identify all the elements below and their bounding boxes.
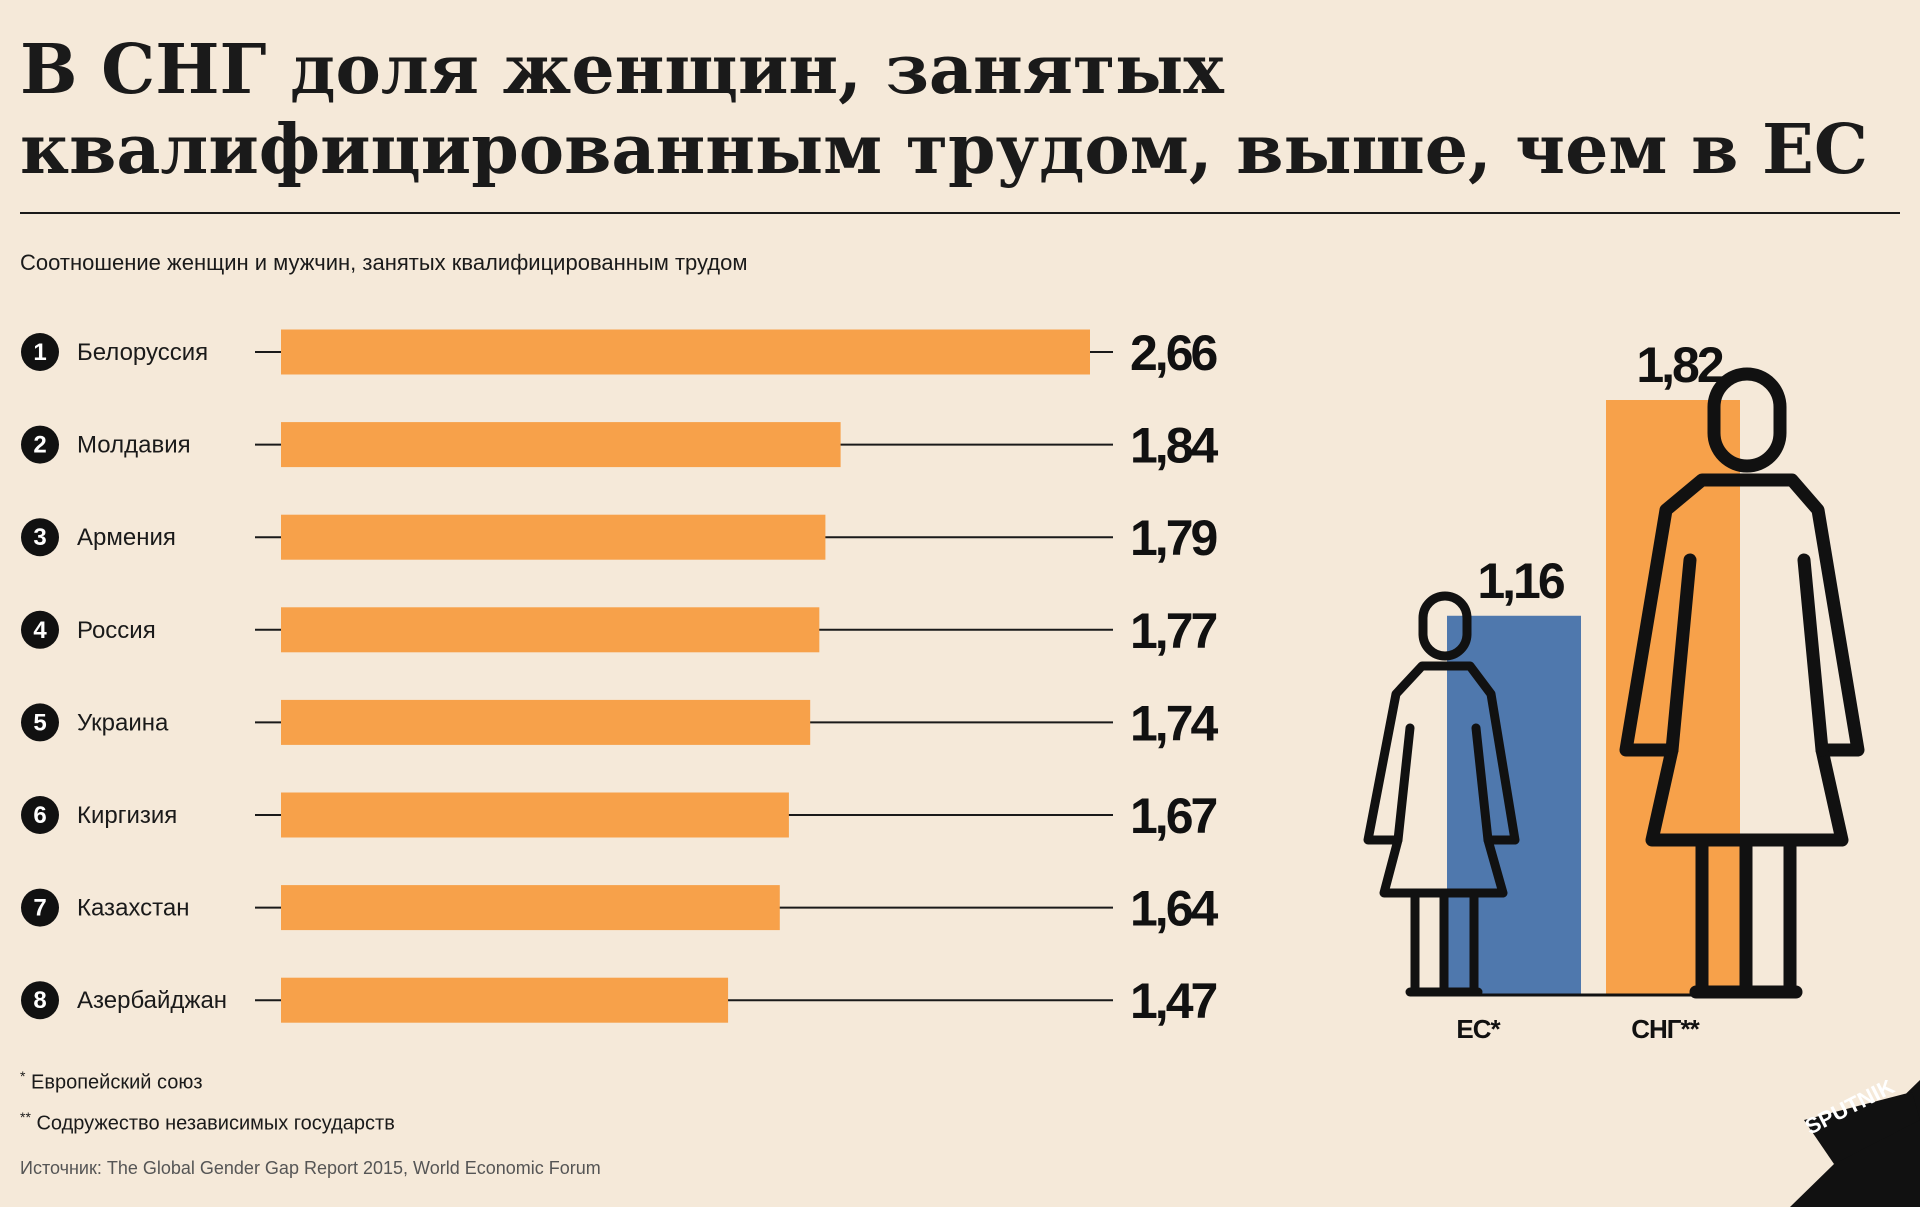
- country-label: Армения: [77, 524, 176, 551]
- footnote-eu: * Европейский союз: [20, 1068, 395, 1095]
- value-label: 1,47: [1130, 973, 1217, 1029]
- bar: [281, 885, 780, 931]
- rank-badge: [21, 981, 59, 1020]
- bar-row: 2 Молдавия 1,84: [21, 418, 1222, 474]
- country-bar-chart: 1 Белоруссия 2,66 2 Молдавия 1,84 3 Армения 1,79…: [21, 325, 1222, 1029]
- source-note: Источник: The Global Gender Gap Report 2…: [20, 1158, 601, 1178]
- title-line-1: В СНГ доля женщин, занятых: [20, 30, 1224, 110]
- rank-number: 1: [33, 339, 46, 366]
- title-line-2: квалифицированным трудом, выше, чем в ЕС: [20, 110, 1868, 190]
- rank-number: 2: [33, 432, 46, 459]
- rank-badge: [21, 888, 59, 927]
- footnote-text: Европейский союз: [31, 1071, 203, 1094]
- rank-badge: [21, 703, 59, 742]
- value-label: 1,74: [1130, 695, 1219, 751]
- value-label: 1,67: [1130, 788, 1217, 844]
- value-label: 1,64: [1130, 881, 1219, 937]
- value-label: 1,79: [1130, 510, 1217, 566]
- footnote-text: Содружество независимых государств: [36, 1112, 395, 1135]
- comparison-bar-chart: 1,16 ЕС* 1,82 СНГ**: [1412, 337, 1790, 1044]
- bar-row: 6 Киргизия 1,67: [21, 788, 1220, 844]
- page-title: В СНГ доля женщин, занятых квалифицирова…: [20, 30, 1880, 190]
- country-label: Казахстан: [77, 895, 189, 922]
- bar: [281, 422, 841, 468]
- country-label: Белоруссия: [77, 339, 208, 366]
- bar-row: 3 Армения 1,79: [21, 510, 1220, 566]
- footnote-cis: ** Содружество независимых государств: [20, 1109, 395, 1136]
- rank-badge: [21, 796, 59, 834]
- bar: [281, 607, 820, 653]
- bar-row: 4 Россия 1,77: [21, 603, 1220, 659]
- woman-small-icon: [1363, 591, 1520, 997]
- footnote-mark: *: [20, 1068, 26, 1084]
- value-label: 1,77: [1130, 603, 1217, 659]
- bar: [281, 699, 811, 745]
- rank-number: 7: [33, 895, 46, 922]
- country-label: Украина: [77, 709, 169, 736]
- bar-row: 1 Белоруссия 2,66: [21, 325, 1220, 381]
- bar-row: 5 Украина 1,74: [21, 695, 1222, 751]
- rank-badge: [21, 518, 59, 557]
- country-label: Молдавия: [77, 432, 191, 459]
- comparison-category-label: СНГ**: [1631, 1014, 1700, 1044]
- rank-badge: [21, 425, 59, 464]
- comparison-value-label: 1,82: [1636, 337, 1723, 393]
- woman-large-icon: [1619, 367, 1865, 999]
- rank-number: 5: [33, 709, 46, 736]
- bar: [281, 514, 826, 560]
- bar-row: 8 Азербайджан 1,47: [21, 973, 1220, 1029]
- footnotes: * Европейский союз ** Содружество незави…: [20, 1068, 395, 1149]
- bar: [281, 792, 789, 838]
- rank-number: 3: [33, 524, 46, 551]
- country-label: Азербайджан: [77, 987, 227, 1014]
- footnote-mark: **: [20, 1108, 31, 1125]
- comparison-value-label: 1,16: [1477, 553, 1564, 609]
- chart-subtitle: Соотношение женщин и мужчин, занятых ква…: [20, 250, 748, 275]
- title-divider: [20, 212, 1900, 214]
- bar: [281, 329, 1090, 375]
- comparison-bar: [1447, 615, 1581, 995]
- bar: [281, 977, 729, 1023]
- comparison-bar-group: 1,16 ЕС*: [1447, 553, 1581, 1044]
- bar-row: 7 Казахстан 1,64: [21, 881, 1222, 937]
- rank-number: 4: [33, 617, 47, 644]
- country-label: Киргизия: [77, 802, 177, 829]
- comparison-category-label: ЕС*: [1456, 1014, 1501, 1044]
- sputnik-logo: SPUTNIK: [1790, 1080, 1920, 1207]
- rank-number: 8: [33, 987, 46, 1014]
- woman-figures: [1363, 367, 1865, 999]
- country-label: Россия: [77, 617, 156, 644]
- rank-badge: [21, 333, 59, 371]
- value-label: 2,66: [1130, 325, 1217, 381]
- rank-badge: [21, 610, 59, 649]
- rank-number: 6: [33, 802, 46, 829]
- value-label: 1,84: [1130, 418, 1219, 474]
